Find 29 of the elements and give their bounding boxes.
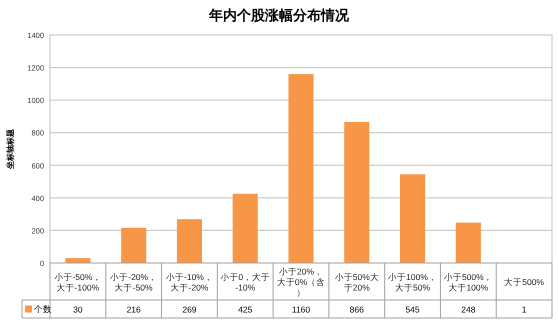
x-tick-label: 小于50%大于20%: [334, 272, 379, 292]
bar: [176, 219, 202, 263]
data-label: 248: [461, 304, 476, 314]
y-axis-title: 坐标轴标题: [6, 129, 15, 170]
x-tick-label: 小于0，大于-10%: [220, 272, 270, 292]
legend-label: 个数: [34, 304, 52, 314]
data-label: 1: [522, 304, 527, 314]
data-label: 1160: [292, 304, 310, 314]
bar: [344, 122, 370, 263]
x-tick-label: 小于500%，大于100%: [444, 272, 493, 292]
data-label: 30: [73, 304, 83, 314]
data-label: 216: [126, 304, 142, 314]
data-label: 866: [350, 304, 364, 314]
bar: [232, 194, 258, 263]
data-label: 425: [238, 304, 253, 314]
x-tick-label: 小于-20%，大于-50%: [110, 272, 158, 292]
data-label: 269: [182, 304, 197, 314]
bar: [456, 222, 481, 263]
bar: [65, 258, 90, 263]
x-tick-label: 小于20%，大于0%（含）: [276, 266, 326, 298]
x-tick-label: 小于100%，大于50%: [388, 272, 437, 292]
x-tick-label: 小于-50%，大于-100%: [54, 272, 102, 292]
title: 年内个股涨幅分布情况: [209, 7, 349, 23]
bar: [121, 228, 146, 263]
bar: [288, 74, 314, 263]
bar: [400, 174, 426, 263]
x-tick-label: 大于500%: [504, 277, 544, 287]
x-tick-label: 小于-10%，大于-20%: [166, 272, 213, 292]
data-label: 545: [405, 304, 420, 314]
